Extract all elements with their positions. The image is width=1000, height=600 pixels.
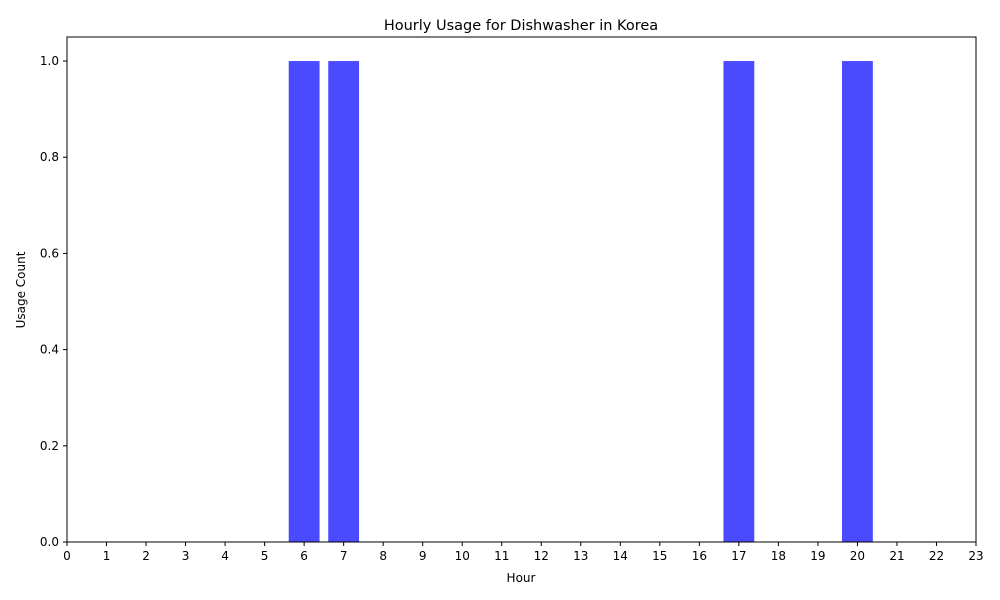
x-tick-label: 7 [340,549,348,563]
x-axis-ticks: 0 1 2 3 4 5 6 7 8 9 10 11 12 13 14 15 16 17 18 19 20 21 22 23 [63,542,984,563]
x-tick-label: 23 [968,549,983,563]
x-tick-label: 2 [142,549,150,563]
x-axis-label: Hour [507,571,536,585]
chart-title: Hourly Usage for Dishwasher in Korea [384,18,658,34]
y-tick-label: 0.2 [40,439,59,453]
x-tick-label: 10 [455,549,470,563]
x-tick-label: 15 [652,549,667,563]
y-tick-label: 0.4 [40,343,59,357]
bars-group [288,61,873,543]
x-tick-label: 14 [613,549,628,563]
x-tick-label: 12 [534,549,549,563]
bar-hour-6 [288,61,320,543]
bar-hour-17 [723,61,755,543]
plot-frame [66,36,977,543]
bar-hour-7 [328,61,360,543]
x-tick-label: 17 [731,549,746,563]
x-tick-label: 18 [771,549,786,563]
y-tick-label: 1.0 [40,54,59,68]
x-tick-label: 0 [63,549,71,563]
x-tick-label: 11 [494,549,509,563]
x-tick-label: 9 [419,549,427,563]
x-tick-label: 3 [182,549,190,563]
x-tick-label: 6 [300,549,308,563]
x-tick-label: 19 [810,549,825,563]
x-tick-label: 13 [573,549,588,563]
x-tick-label: 5 [261,549,269,563]
x-tick-label: 4 [221,549,229,563]
y-tick-label: 0.0 [40,535,59,549]
x-tick-label: 20 [850,549,865,563]
x-tick-label: 1 [103,549,111,563]
bar-hour-20 [842,61,873,543]
x-tick-label: 16 [692,549,707,563]
y-tick-label: 0.8 [40,150,59,164]
y-axis-label: Usage Count [14,251,28,328]
x-tick-label: 22 [929,549,944,563]
y-tick-label: 0.6 [40,246,59,260]
y-axis-ticks: 0.0 0.2 0.4 0.6 0.8 1.0 [40,54,67,549]
x-tick-label: 8 [379,549,387,563]
x-tick-label: 21 [889,549,904,563]
